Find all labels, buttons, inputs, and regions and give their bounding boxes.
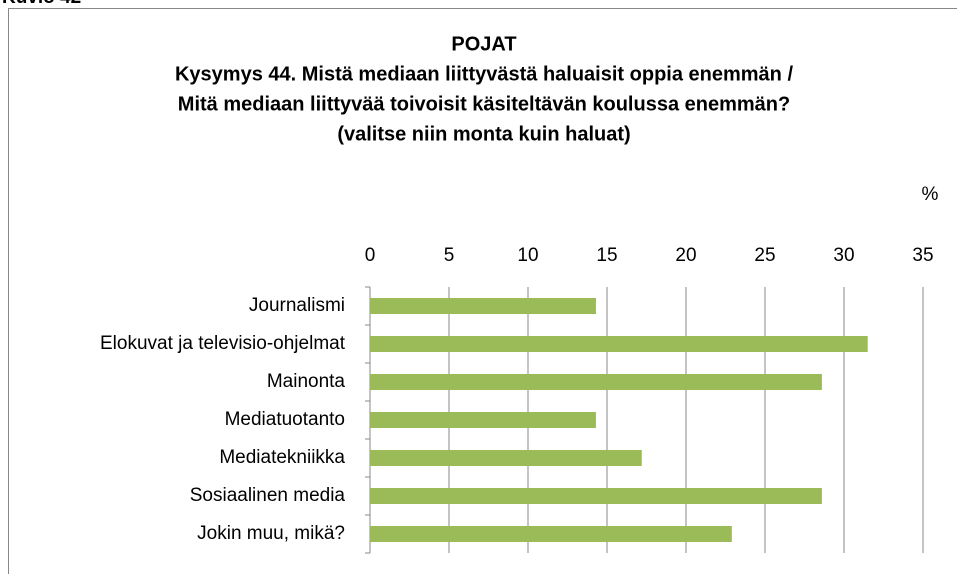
chart-frame [8, 8, 957, 574]
bar [370, 526, 732, 542]
x-tick-label: 0 [365, 245, 376, 266]
x-tick-label: 25 [754, 245, 775, 266]
chart-title: POJAT [451, 33, 516, 55]
chart-subtitle: Mitä mediaan liittyvää toivoisit käsitel… [178, 93, 790, 115]
figure-label: Kuvio 42 [2, 0, 81, 8]
y-tick-label: Mediatekniikka [219, 447, 345, 468]
x-tick-label: 10 [517, 245, 538, 266]
bar [370, 374, 822, 390]
y-tick-label: Jokin muu, mikä? [197, 523, 345, 544]
bar [370, 450, 642, 466]
x-tick-label: 15 [596, 245, 617, 266]
chart-subtitle: Kysymys 44. Mistä mediaan liittyvästä ha… [175, 63, 793, 85]
y-tick-label: Mediatuotanto [225, 409, 345, 430]
x-tick-label: 35 [912, 245, 933, 266]
y-tick-label: Elokuvat ja televisio-ohjelmat [100, 333, 346, 354]
x-tick-label: 5 [444, 245, 455, 266]
chart-subtitle: (valitse niin monta kuin haluat) [337, 123, 630, 145]
x-tick-label: 30 [833, 245, 854, 266]
bar [370, 336, 868, 352]
y-tick-label: Sosiaalinen media [190, 485, 346, 506]
y-tick-label: Journalismi [249, 295, 345, 316]
x-axis-label: % [922, 184, 939, 205]
bar [370, 488, 822, 504]
bar [370, 412, 596, 428]
bar [370, 298, 596, 314]
x-tick-label: 20 [675, 245, 696, 266]
y-tick-label: Mainonta [267, 371, 346, 392]
